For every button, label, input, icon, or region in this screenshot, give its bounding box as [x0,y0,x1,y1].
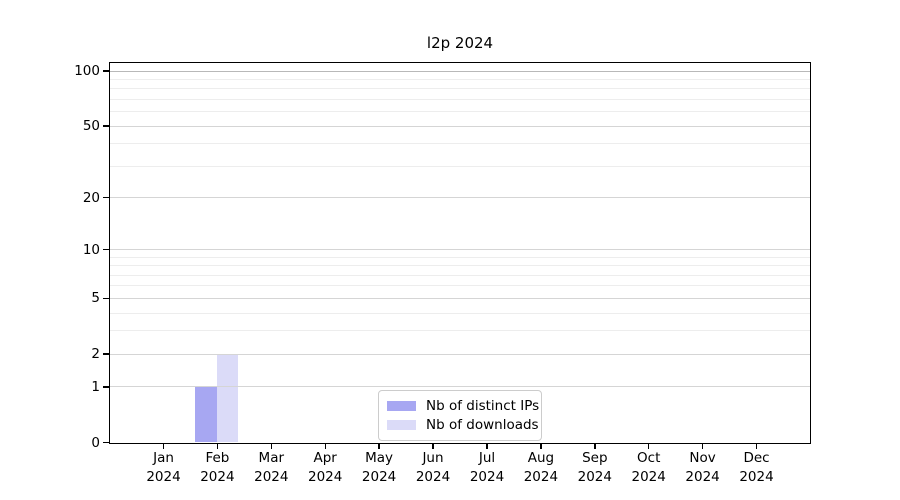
x-tick-label: Aug 2024 [523,450,559,485]
major-gridline [110,249,810,250]
x-axis-tick [540,444,542,449]
minor-gridline [110,79,810,80]
x-axis-tick [432,444,434,449]
x-axis-tick [378,444,380,449]
minor-gridline [110,99,810,100]
x-axis-tick [216,444,219,449]
x-tick-label: Jun 2024 [415,450,451,485]
legend-item-distinct-ips: Nb of distinct IPs [387,397,539,415]
minor-gridline [110,265,810,267]
legend-swatch-downloads-icon [387,420,416,430]
grid-layer [110,63,810,443]
y-axis-tick [103,125,109,127]
x-axis-tick [486,444,488,449]
major-gridline [110,125,810,127]
minor-gridline [110,88,810,90]
major-gridline [110,297,810,299]
x-tick-label: Apr 2024 [308,450,343,485]
y-tick-label: 100 [74,63,100,80]
minor-gridline [110,285,810,287]
y-tick-label: 10 [82,241,100,258]
minor-gridline [110,143,810,145]
x-axis-tick [162,444,165,449]
x-tick-label: Sep 2024 [577,450,612,485]
legend: Nb of distinct IPs Nb of downloads [378,390,542,441]
minor-gridline [110,274,810,276]
y-tick-label: 1 [91,378,100,395]
y-tick-label: 20 [82,189,100,206]
chart-title: l2p 2024 [426,34,494,52]
x-tick-label: Mar 2024 [254,450,289,485]
x-axis-tick [324,444,326,449]
x-tick-label: Oct 2024 [631,450,666,485]
x-tick-label: Dec 2024 [739,450,774,485]
x-tick-label: May 2024 [361,450,397,485]
y-axis-tick [103,386,109,388]
y-axis-tick [103,353,109,355]
y-axis-tick [103,297,109,300]
minor-gridline [110,330,810,332]
x-axis-tick [701,444,704,449]
plot-area: Nb of distinct IPs Nb of downloads [109,62,811,444]
y-tick-label: 0 [91,434,100,451]
x-axis-tick [594,444,596,449]
legend-label-distinct-ips: Nb of distinct IPs [426,398,540,414]
x-tick-label: Jul 2024 [469,450,505,485]
minor-gridline [110,111,810,113]
x-tick-label: Nov 2024 [685,450,720,485]
bars-layer [110,63,810,443]
x-axis-tick [755,444,758,449]
y-tick-label: 5 [91,290,100,307]
minor-gridline [110,256,810,258]
minor-gridline [110,165,810,167]
x-tick-label: Feb 2024 [200,450,235,485]
x-axis-tick [270,444,273,449]
y-tick-label: 2 [91,346,100,363]
y-axis-tick [103,196,109,199]
major-gridline [110,353,810,355]
y-tick-label: 50 [82,118,100,135]
y-axis-tick [103,441,109,444]
legend-label-downloads: Nb of downloads [426,417,539,433]
minor-gridline [110,312,810,314]
x-axis-tick [647,444,650,449]
legend-item-downloads: Nb of downloads [387,416,539,434]
major-gridline [110,197,810,198]
bar-feb-distinct-ips [195,386,217,442]
major-gridline [110,70,810,72]
major-gridline [110,386,810,388]
legend-swatch-distinct-ips-icon [387,401,416,411]
x-tick-label: Jan 2024 [146,450,181,485]
y-axis-tick [103,248,109,251]
y-axis-tick [103,70,109,72]
bar-feb-downloads [216,353,239,442]
